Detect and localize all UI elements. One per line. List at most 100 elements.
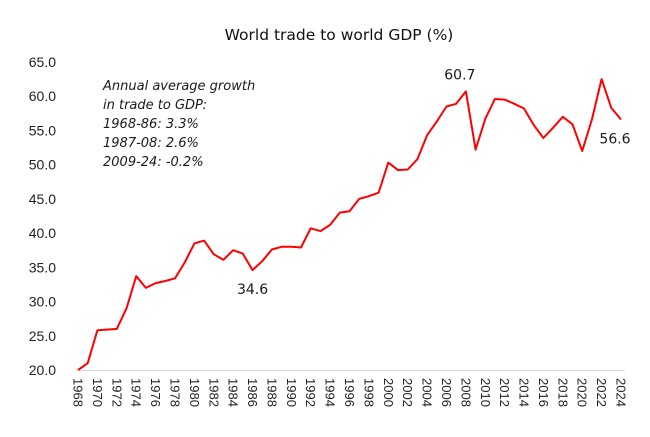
data-point-2018 [562, 116, 564, 118]
data-point-1978 [174, 277, 176, 279]
annotation-line: 1968-86: 3.3% [103, 117, 199, 132]
data-point-1988 [271, 249, 273, 251]
data-point-2010 [484, 118, 486, 120]
x-tick-label: 1986 [245, 378, 260, 407]
x-tick-label: 2020 [575, 378, 590, 407]
annotation-line: in trade to GDP: [103, 98, 207, 113]
data-point-1976 [155, 282, 157, 284]
growth-annotation: Annual average growth in trade to GDP: 196… [102, 79, 255, 170]
x-tick-label: 1972 [109, 378, 124, 407]
data-point-2003 [416, 158, 418, 160]
data-point-2017 [552, 127, 554, 129]
x-tick-label: 1996 [342, 378, 357, 407]
data-point-1989 [281, 246, 283, 248]
data-point-2014 [523, 108, 525, 110]
data-labels: 34.6 60.7 56.6 [237, 67, 631, 298]
data-point-1986 [252, 269, 254, 271]
data-point-2006 [445, 105, 447, 107]
y-tick-label: 25.0 [29, 328, 56, 344]
data-label-2024: 56.6 [599, 131, 630, 147]
x-tick-label: 2008 [458, 378, 473, 407]
y-tick-label: 30.0 [29, 294, 56, 310]
y-axis-ticks: 20.0 25.0 30.0 35.0 40.0 45.0 50.0 55.0 60.0 65.0 [29, 54, 56, 378]
y-tick-label: 55.0 [29, 122, 56, 138]
data-point-2000 [387, 162, 389, 164]
data-point-1970 [96, 329, 98, 331]
data-point-2024 [620, 118, 622, 120]
data-point-1985 [242, 253, 244, 255]
chart-title: World trade to world GDP (%) [225, 26, 454, 44]
data-point-2019 [572, 123, 574, 125]
y-tick-label: 35.0 [29, 259, 56, 275]
data-point-2015 [533, 124, 535, 126]
data-point-1983 [222, 259, 224, 261]
y-tick-label: 45.0 [29, 191, 56, 207]
y-tick-label: 65.0 [29, 54, 56, 70]
x-tick-label: 1998 [361, 378, 376, 407]
annotation-line: 2009-24: -0.2% [103, 155, 204, 170]
x-tick-label: 2006 [439, 378, 454, 407]
data-point-1969 [87, 362, 89, 364]
x-tick-label: 1990 [284, 378, 299, 407]
data-point-1968 [77, 369, 79, 371]
data-point-2020 [581, 150, 583, 152]
data-point-1987 [261, 260, 263, 262]
data-point-2007 [455, 103, 457, 105]
data-point-2021 [591, 118, 593, 120]
data-point-1992 [310, 227, 312, 229]
y-tick-label: 40.0 [29, 225, 56, 241]
data-point-2005 [436, 121, 438, 123]
data-point-1984 [232, 249, 234, 251]
data-point-1991 [300, 246, 302, 248]
x-tick-label: 2002 [400, 378, 415, 407]
data-label-2008: 60.7 [444, 67, 475, 83]
data-point-2023 [610, 107, 612, 109]
data-point-1993 [319, 230, 321, 232]
data-point-1979 [184, 262, 186, 264]
x-tick-label: 1982 [206, 378, 221, 407]
x-tick-label: 2018 [555, 378, 570, 407]
data-point-2004 [426, 134, 428, 136]
x-tick-label: 1968 [71, 378, 86, 407]
x-tick-label: 1974 [129, 378, 144, 407]
x-tick-label: 1970 [90, 378, 105, 407]
x-tick-label: 1976 [148, 378, 163, 407]
data-point-2001 [397, 169, 399, 171]
series-line-trade-to-gdp [77, 78, 622, 371]
data-point-1981 [203, 240, 205, 242]
data-point-1974 [135, 275, 137, 277]
data-point-1973 [125, 307, 127, 309]
data-point-1980 [193, 242, 195, 244]
x-tick-label: 2016 [536, 378, 551, 407]
data-point-2013 [513, 103, 515, 105]
x-axis-ticks: 1968 1970 1972 1974 1976 1978 1980 1982 1984 1986… [71, 378, 629, 407]
data-point-2009 [475, 149, 477, 151]
x-tick-label: 2004 [420, 378, 435, 407]
data-point-2022 [601, 78, 603, 80]
data-point-1999 [378, 192, 380, 194]
y-tick-label: 50.0 [29, 157, 56, 173]
data-point-1998 [368, 195, 370, 197]
data-point-1997 [358, 198, 360, 200]
x-tick-label: 2022 [594, 378, 609, 407]
data-point-2011 [494, 98, 496, 100]
x-tick-label: 2000 [381, 378, 396, 407]
data-point-2012 [504, 99, 506, 101]
y-tick-label: 60.0 [29, 88, 56, 104]
data-point-2008 [465, 90, 467, 92]
data-point-1971 [106, 329, 108, 331]
data-point-1982 [213, 253, 215, 255]
x-tick-label: 1978 [167, 378, 182, 407]
x-tick-label: 2014 [517, 378, 532, 407]
x-tick-label: 1994 [323, 378, 338, 407]
x-tick-label: 1980 [187, 378, 202, 407]
annotation-line: Annual average growth [102, 79, 255, 94]
x-tick-label: 2010 [478, 378, 493, 407]
data-point-2016 [542, 137, 544, 139]
data-point-1994 [329, 224, 331, 226]
data-point-1990 [290, 246, 292, 248]
y-tick-label: 20.0 [29, 362, 56, 378]
x-tick-label: 1992 [303, 378, 318, 407]
